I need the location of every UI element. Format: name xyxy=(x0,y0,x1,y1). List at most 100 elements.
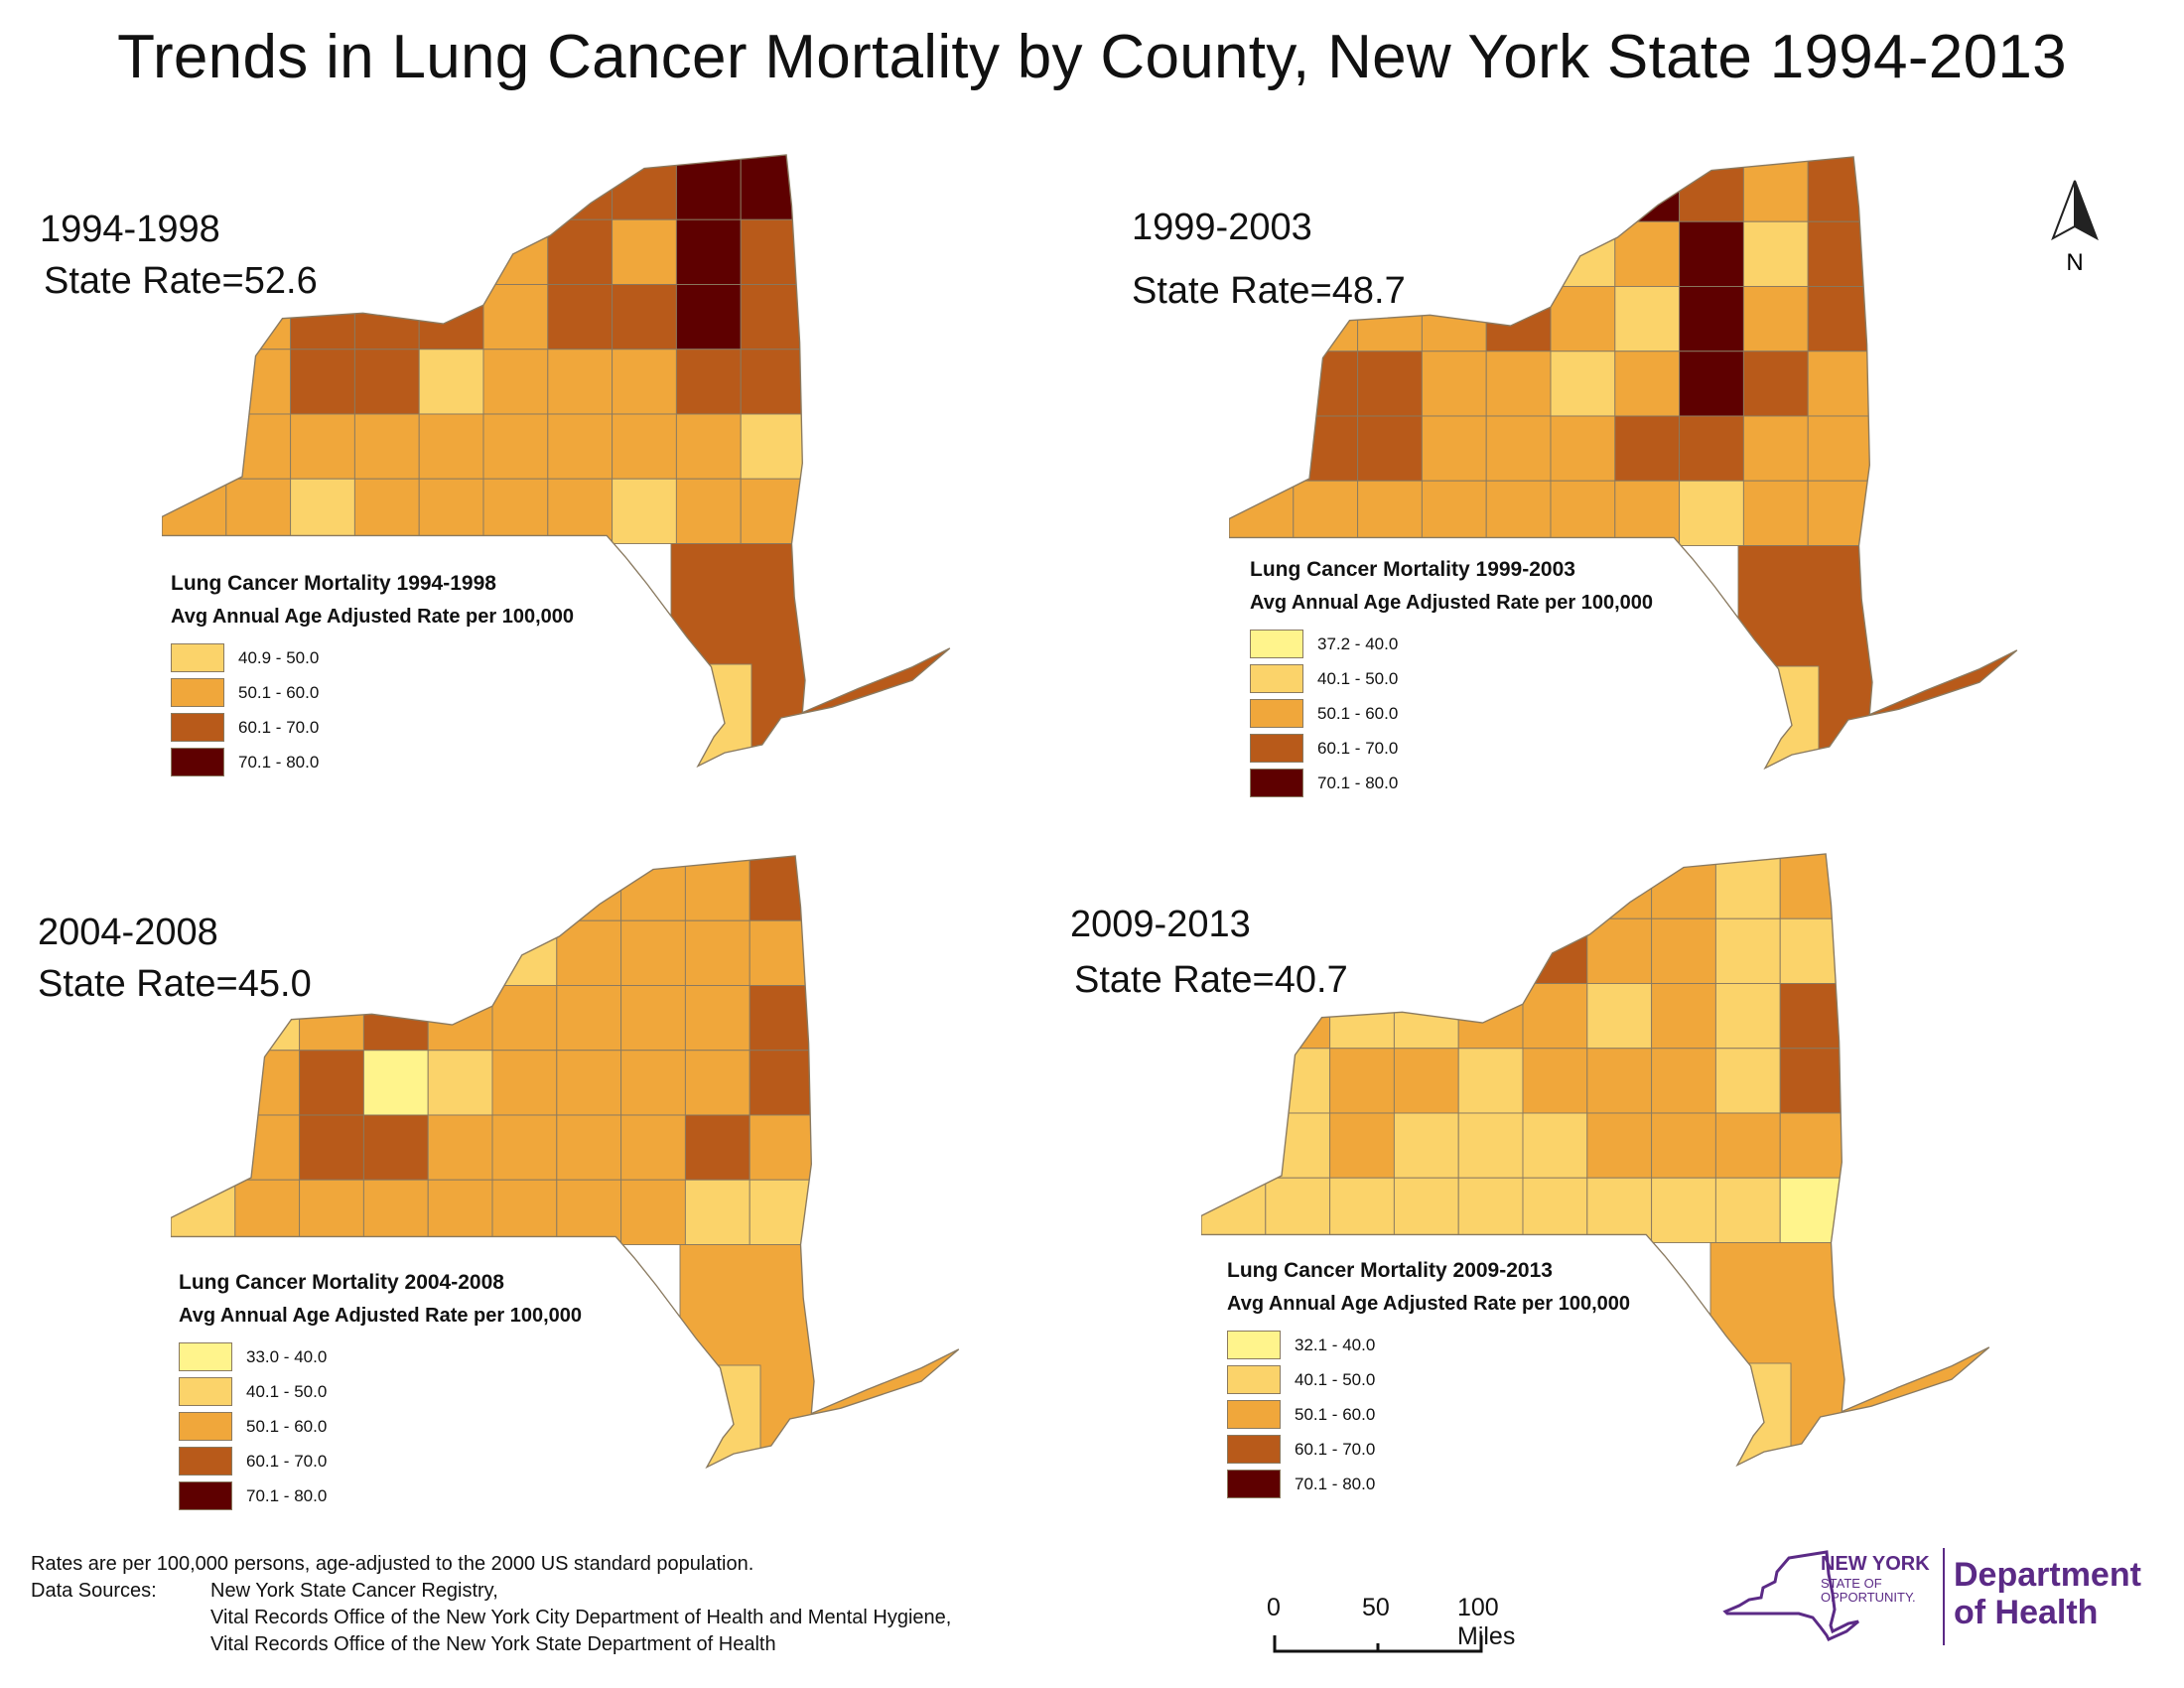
legend-label: 70.1 - 80.0 xyxy=(1295,1474,1376,1493)
scale-bar: 0 50 100 Miles xyxy=(1263,1594,1515,1662)
county-region xyxy=(1485,415,1552,482)
county-region xyxy=(171,856,236,921)
county-region xyxy=(679,1364,761,1468)
county-region xyxy=(749,1050,815,1116)
county-region xyxy=(353,478,420,544)
legend-swatch xyxy=(179,1447,232,1476)
county-region xyxy=(1679,157,1744,222)
county-region xyxy=(1651,1048,1716,1114)
legend-swatch xyxy=(1227,1365,1281,1394)
county-region xyxy=(427,919,493,986)
county-region xyxy=(740,349,806,415)
county-region xyxy=(162,284,227,351)
legend-item: 50.1 - 60.0 xyxy=(179,1409,582,1444)
county-region xyxy=(290,349,355,415)
legend-label: 50.1 - 60.0 xyxy=(1317,703,1399,723)
county-region xyxy=(290,478,355,544)
legend-subtitle: Avg Annual Age Adjusted Rate per 100,000 xyxy=(171,606,575,628)
county-region xyxy=(491,1050,558,1116)
legend-subtitle: Avg Annual Age Adjusted Rate per 100,000 xyxy=(179,1305,583,1327)
county-region xyxy=(482,284,549,351)
county-region xyxy=(620,1050,686,1116)
county-region xyxy=(684,985,751,1052)
nys-doh-logo: NEW YORK STATE OF OPPORTUNITY. Departmen… xyxy=(1717,1544,2164,1658)
legend-item: 33.0 - 40.0 xyxy=(179,1339,582,1374)
county-region xyxy=(234,1179,301,1245)
legend-swatch xyxy=(1250,699,1303,728)
county-region xyxy=(1586,1177,1653,1243)
legend-swatch xyxy=(179,1481,232,1510)
county-region xyxy=(162,413,227,480)
county-region xyxy=(1329,1112,1395,1179)
county-region xyxy=(1293,351,1359,417)
county-region xyxy=(234,1114,301,1181)
legend-1999-2003: Lung Cancer Mortality 1999-2003 Avg Annu… xyxy=(1250,558,1653,800)
county-region xyxy=(427,1179,493,1245)
county-region xyxy=(427,985,493,1052)
county-region xyxy=(1201,1048,1267,1114)
county-region xyxy=(1714,1048,1781,1114)
county-region xyxy=(1779,983,1845,1050)
state-rate-3: State Rate=45.0 xyxy=(38,963,312,1005)
county-region xyxy=(418,413,484,480)
county-region xyxy=(675,155,742,220)
county-region xyxy=(1229,351,1295,417)
source-2: Vital Records Office of the New York Cit… xyxy=(210,1607,952,1628)
legend-swatch xyxy=(1227,1435,1281,1464)
county-region xyxy=(684,919,751,986)
county-region xyxy=(1293,220,1359,287)
state-rate-4: State Rate=40.7 xyxy=(1074,959,1348,1001)
county-region xyxy=(1679,351,1744,417)
legend-swatch xyxy=(179,1412,232,1441)
county-region xyxy=(299,1050,364,1116)
county-region xyxy=(1293,415,1359,482)
county-region xyxy=(1393,854,1459,919)
logo-state-line1: NEW YORK xyxy=(1821,1553,1930,1575)
county-region xyxy=(547,413,614,480)
county-region xyxy=(749,856,815,921)
county-region xyxy=(1709,1362,1792,1466)
county-region xyxy=(612,349,677,415)
county-region xyxy=(1393,1177,1459,1243)
county-region xyxy=(162,478,227,544)
county-region xyxy=(482,155,549,220)
county-region xyxy=(1229,220,1295,287)
county-region xyxy=(1651,1112,1716,1179)
county-region xyxy=(1265,1112,1331,1179)
county-region xyxy=(1679,480,1744,546)
county-region xyxy=(684,1179,751,1245)
county-region xyxy=(491,856,558,921)
county-region xyxy=(1807,351,1873,417)
county-region xyxy=(299,1114,364,1181)
north-arrow-icon: N xyxy=(2051,180,2099,276)
county-region xyxy=(171,1050,236,1116)
county-region xyxy=(1265,1048,1331,1114)
county-region xyxy=(1393,1112,1459,1179)
county-region xyxy=(1393,1048,1459,1114)
county-region xyxy=(1485,480,1552,546)
county-region xyxy=(299,856,364,921)
county-region xyxy=(1742,286,1809,352)
county-region xyxy=(1714,1177,1781,1243)
rate-note: Rates are per 100,000 persons, age-adjus… xyxy=(31,1553,754,1575)
county-region xyxy=(620,919,686,986)
county-region xyxy=(1485,220,1552,287)
county-map-2009-2013 xyxy=(1201,853,1990,1468)
county-region xyxy=(675,478,742,544)
county-region xyxy=(1357,351,1423,417)
legend-label: 40.1 - 50.0 xyxy=(1295,1369,1376,1389)
legend-item: 60.1 - 70.0 xyxy=(1227,1432,1630,1467)
county-region xyxy=(547,349,614,415)
county-region xyxy=(418,478,484,544)
county-region xyxy=(684,1114,751,1181)
legend-title: Lung Cancer Mortality 1999-2003 xyxy=(1250,558,1575,581)
county-region xyxy=(171,1114,236,1181)
footer-notes: Rates are per 100,000 persons, age-adjus… xyxy=(31,1551,951,1658)
county-region xyxy=(612,413,677,480)
legend-swatch xyxy=(1250,769,1303,797)
legend-subtitle: Avg Annual Age Adjusted Rate per 100,000 xyxy=(1250,592,1654,614)
county-region xyxy=(1329,917,1395,984)
county-region xyxy=(1807,415,1873,482)
state-rate-2: State Rate=48.7 xyxy=(1132,270,1406,312)
county-region xyxy=(1357,220,1423,287)
